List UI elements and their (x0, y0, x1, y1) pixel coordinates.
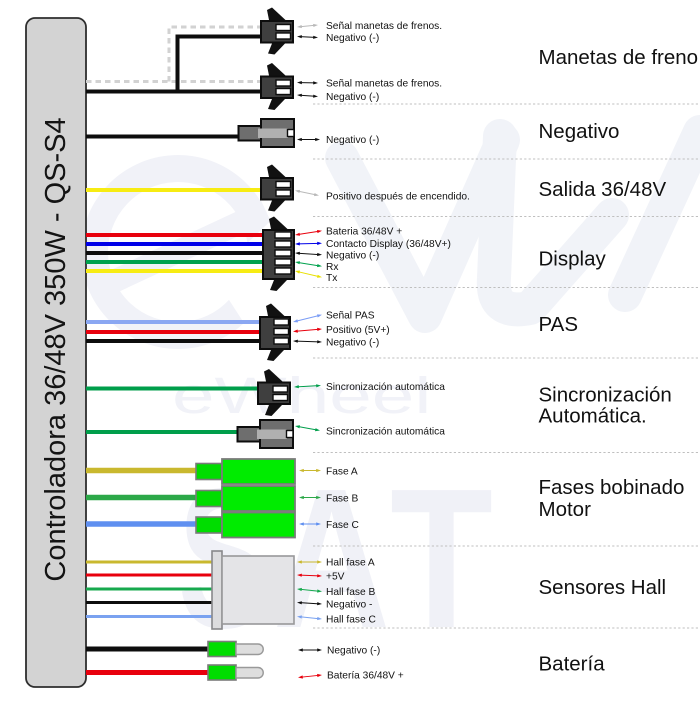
svg-text:Negativo (-): Negativo (-) (326, 251, 379, 262)
svg-text:Tx: Tx (326, 273, 337, 284)
svg-text:Fase C: Fase C (326, 520, 359, 531)
svg-text:Negativo (-): Negativo (-) (326, 135, 379, 146)
svg-text:Señal manetas de frenos.: Señal manetas de frenos. (326, 79, 442, 90)
svg-text:Positivo (5V+): Positivo (5V+) (326, 325, 390, 336)
svg-text:+5V: +5V (326, 572, 345, 583)
svg-text:Rx: Rx (326, 262, 338, 273)
svg-text:Batería 36/48V +: Batería 36/48V + (327, 671, 404, 682)
svg-text:Fase B: Fase B (326, 494, 358, 505)
svg-text:Sensores Hall: Sensores Hall (539, 576, 667, 599)
svg-text:Negativo (-): Negativo (-) (327, 646, 380, 657)
svg-text:Negativo (-): Negativo (-) (326, 33, 379, 44)
svg-text:Negativo (-): Negativo (-) (326, 338, 379, 349)
svg-text:Negativo: Negativo (539, 120, 620, 143)
svg-text:Motor: Motor (539, 498, 592, 521)
svg-text:Negativo -: Negativo - (326, 600, 372, 611)
svg-text:Señal PAS: Señal PAS (326, 310, 375, 321)
svg-text:Negativo (-): Negativo (-) (326, 92, 379, 103)
svg-text:Manetas de freno: Manetas de freno (539, 46, 699, 69)
svg-text:eWheel: eWheel (172, 367, 431, 424)
svg-text:Bateria 36/48V +: Bateria 36/48V + (326, 227, 402, 238)
svg-text:Hall fase B: Hall fase B (326, 587, 375, 598)
svg-text:Fases bobinado: Fases bobinado (539, 476, 685, 499)
svg-text:Sincronización automática: Sincronización automática (326, 427, 445, 438)
svg-text:Sincronización: Sincronización (539, 384, 672, 407)
svg-text:PAS: PAS (539, 313, 579, 336)
svg-text:Positivo después de encendido.: Positivo después de encendido. (326, 192, 470, 203)
svg-text:Fase A: Fase A (326, 467, 358, 478)
svg-text:Display: Display (539, 248, 607, 271)
svg-text:Controladora 36/48V 350W - QS-: Controladora 36/48V 350W - QS-S4 (40, 117, 72, 581)
svg-text:Batería: Batería (539, 653, 606, 676)
svg-text:T: T (390, 448, 493, 670)
svg-text:Contacto Display (36/48V+): Contacto Display (36/48V+) (326, 239, 451, 250)
svg-text:Sincronización automática: Sincronización automática (326, 382, 445, 393)
svg-text:Hall fase C: Hall fase C (326, 615, 376, 626)
svg-text:Hall fase A: Hall fase A (326, 558, 375, 569)
svg-text:Señal manetas de frenos.: Señal manetas de frenos. (326, 21, 442, 32)
svg-text:Automática.: Automática. (539, 405, 647, 428)
svg-text:Salida 36/48V: Salida 36/48V (539, 178, 667, 201)
